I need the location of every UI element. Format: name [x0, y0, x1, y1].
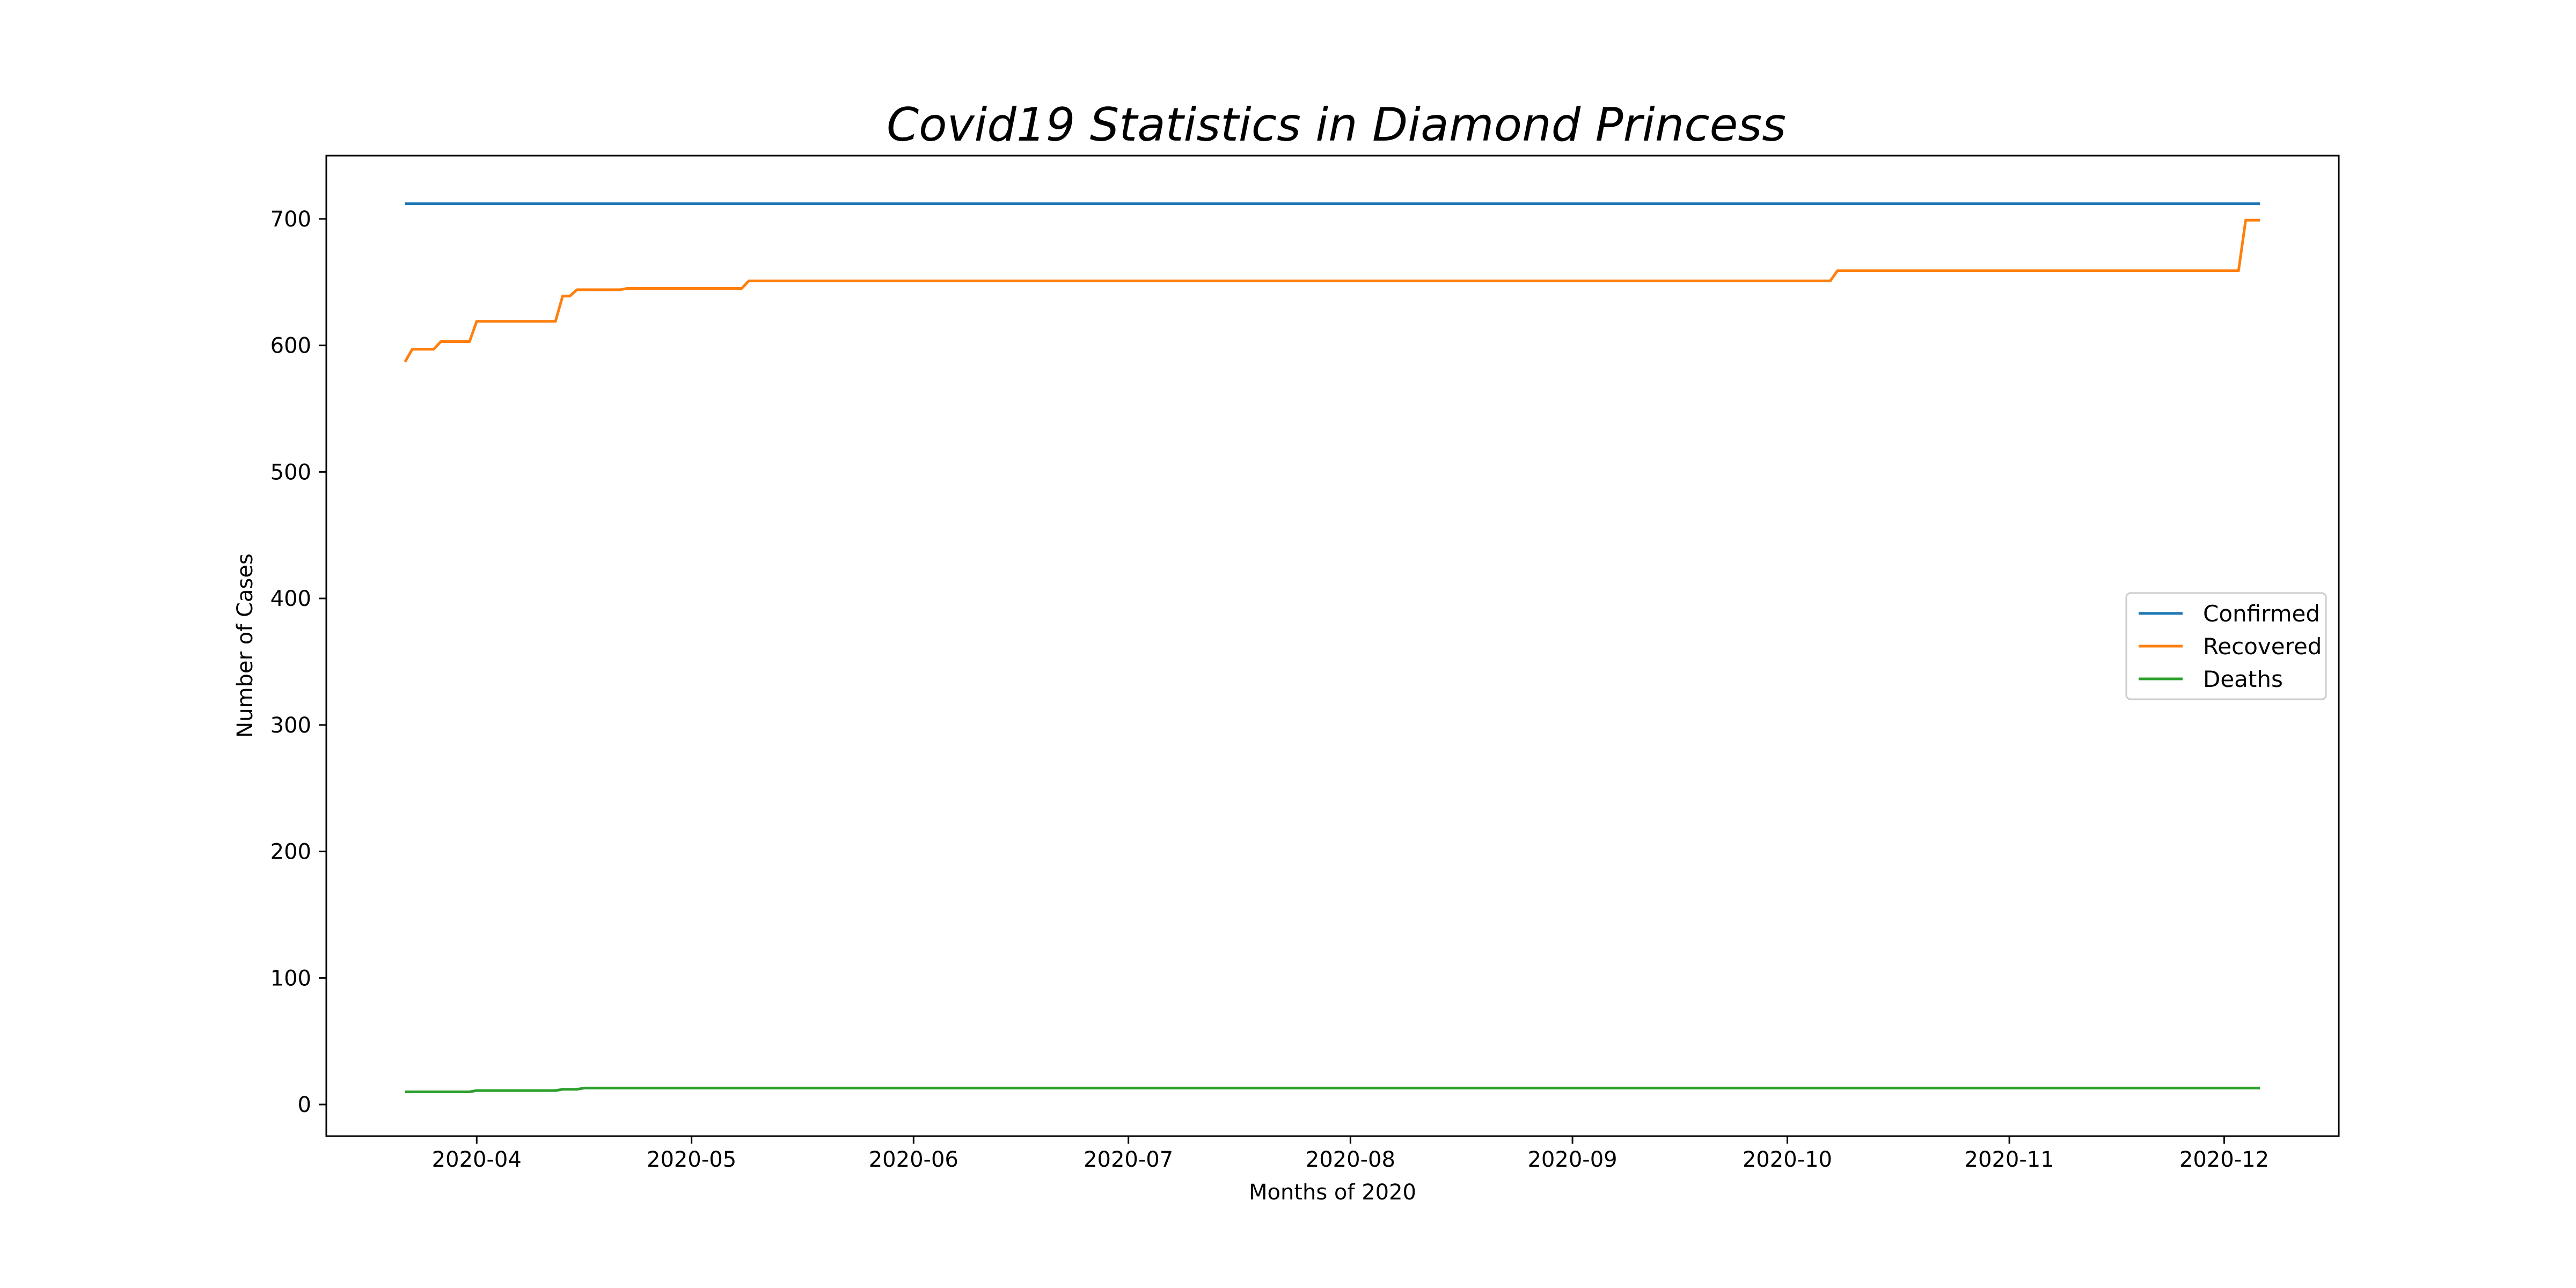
legend-label-confirmed: Confirmed	[2203, 601, 2320, 627]
x-tick-label: 2020-10	[1743, 1147, 1832, 1172]
x-axis-label: Months of 2020	[1249, 1180, 1416, 1205]
legend: Confirmed Recovered Deaths	[2125, 592, 2327, 700]
y-tick-label: 100	[270, 966, 311, 991]
y-tick-label: 700	[270, 207, 311, 232]
plot-lines	[404, 202, 2260, 1093]
x-tick-label: 2020-11	[1965, 1147, 2054, 1172]
x-axis: 2020-04 2020-05 2020-06 2020-07 2020-08 2020-…	[432, 1136, 2269, 1172]
y-axis-label: Number of Cases	[233, 553, 258, 737]
legend-box	[2125, 592, 2327, 700]
y-tick-label: 500	[270, 460, 311, 485]
series-line-recovered	[404, 218, 2260, 363]
y-tick-label: 600	[270, 334, 311, 358]
x-tick-label: 2020-09	[1527, 1147, 1617, 1172]
chart-title: Covid19 Statistics in Diamond Princess	[887, 98, 1786, 152]
x-tick-label: 2020-08	[1306, 1147, 1395, 1172]
y-tick-label: 0	[298, 1093, 311, 1117]
y-axis: 0 100 200 300 400 500 600 700	[270, 207, 326, 1117]
plot-frame	[325, 155, 2340, 1137]
y-tick-label: 300	[270, 713, 311, 738]
x-tick-label: 2020-05	[647, 1147, 736, 1172]
x-tick-label: 2020-06	[869, 1147, 958, 1172]
x-tick-label: 2020-07	[1084, 1147, 1173, 1172]
y-tick-label: 400	[270, 587, 311, 611]
legend-label-recovered: Recovered	[2203, 633, 2322, 660]
x-tick-label: 2020-12	[2179, 1147, 2269, 1172]
y-tick-label: 200	[270, 840, 311, 865]
legend-label-deaths: Deaths	[2203, 666, 2283, 692]
x-tick-label: 2020-04	[432, 1147, 522, 1172]
series-line-deaths	[405, 1086, 2260, 1093]
